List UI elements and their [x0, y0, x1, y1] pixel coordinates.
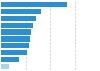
Bar	[1, 9, 41, 14]
Bar	[1, 23, 33, 28]
Bar	[1, 2, 67, 7]
Bar	[1, 64, 9, 69]
Bar	[1, 29, 31, 35]
Bar	[1, 16, 36, 21]
Bar	[1, 50, 28, 55]
Bar	[1, 57, 19, 62]
Bar	[1, 36, 30, 42]
Bar	[1, 43, 29, 48]
